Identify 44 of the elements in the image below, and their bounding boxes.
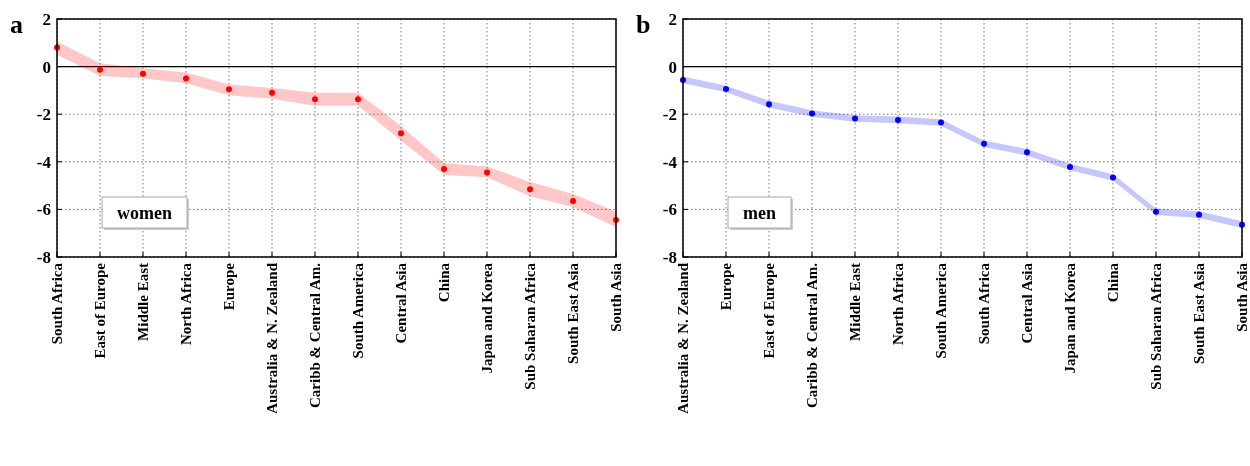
y-tick-label: 2 <box>668 9 677 29</box>
x-tick-label: Japan and Korea <box>1062 262 1078 374</box>
annotation: men <box>743 203 776 224</box>
annotation: women <box>117 203 172 224</box>
y-tick-label: -2 <box>36 105 51 125</box>
y-tick-label: -2 <box>662 105 677 125</box>
y-tick-label: -8 <box>662 247 677 267</box>
x-tick-label: Middle East <box>847 263 863 341</box>
x-tick-label: North Africa <box>890 262 906 346</box>
y-tick-label: 0 <box>42 57 51 77</box>
y-tick-label: -6 <box>662 200 677 220</box>
y-tick-label: -4 <box>662 152 678 172</box>
x-tick-label: Middle East <box>135 263 151 341</box>
x-tick-label: Australia & N. Zealand <box>675 262 691 414</box>
x-tick-label: Europe <box>718 262 734 311</box>
x-tick-label: South America <box>350 262 366 359</box>
x-tick-label: Japan and Korea <box>479 262 495 374</box>
x-tick-label: South Africa <box>49 262 65 345</box>
y-tick-label: -8 <box>36 247 51 267</box>
x-tick-label: South Asia <box>608 262 624 332</box>
y-tick-label: -4 <box>36 152 52 172</box>
x-tick-label: South East Asia <box>1191 262 1207 364</box>
chart-title: b <box>636 10 651 39</box>
x-tick-label: Central Asia <box>393 262 409 344</box>
x-tick-label: South East Asia <box>565 262 581 364</box>
x-tick-label: Australia & N. Zealand <box>264 262 280 414</box>
y-tick-label: 2 <box>42 9 51 29</box>
chart-title: a <box>10 10 23 39</box>
x-tick-label: South Asia <box>1234 262 1250 332</box>
x-tick-label: Caribb & Central Am. <box>804 262 820 408</box>
x-tick-label: South Africa <box>976 262 992 345</box>
x-tick-label: Europe <box>221 262 237 311</box>
x-tick-label: Central Asia <box>1019 262 1035 344</box>
x-tick-label: East of Europe <box>761 262 777 359</box>
x-tick-label: Caribb & Central Am. <box>307 262 323 408</box>
y-tick-label: 0 <box>668 57 677 77</box>
y-tick-label: -6 <box>36 200 51 220</box>
x-tick-label: South America <box>933 262 949 359</box>
x-tick-label: East of Europe <box>92 262 108 359</box>
x-tick-label: Sub Saharan Africa <box>522 262 538 390</box>
x-tick-label: Sub Saharan Africa <box>1148 262 1164 390</box>
x-tick-label: China <box>1105 262 1121 303</box>
x-tick-label: China <box>436 262 452 303</box>
x-tick-label: North Africa <box>178 262 194 346</box>
